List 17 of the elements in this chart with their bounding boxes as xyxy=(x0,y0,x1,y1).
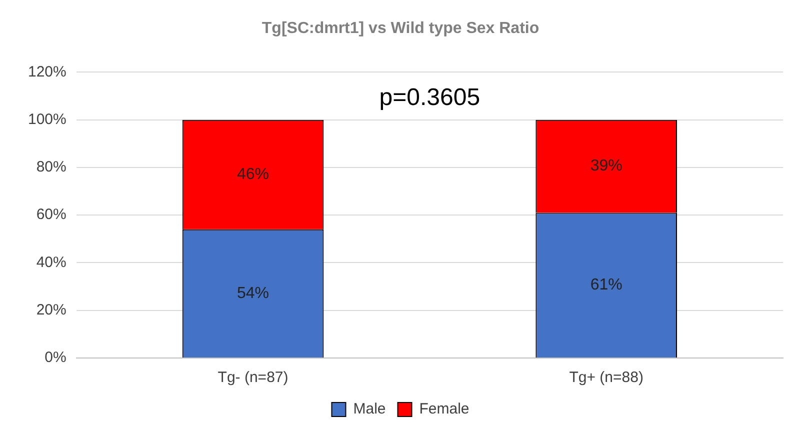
legend-label: Male xyxy=(353,400,386,418)
y-tick-label: 100% xyxy=(28,110,66,128)
chart-title: Tg[SC:dmrt1] vs Wild type Sex Ratio xyxy=(262,20,540,38)
data-label: 46% xyxy=(237,166,270,184)
legend-label: Female xyxy=(419,400,470,418)
y-tick-label: 20% xyxy=(36,302,66,319)
data-label: 39% xyxy=(590,158,622,175)
y-tick-label: 60% xyxy=(36,206,66,224)
x-tick-label: Tg+ (n=88) xyxy=(569,369,644,386)
annotation: p=0.3605 xyxy=(379,84,480,111)
y-tick-label: 120% xyxy=(28,63,66,80)
data-label: 54% xyxy=(237,284,270,302)
y-tick-label: 0% xyxy=(44,349,66,366)
y-tick-label: 40% xyxy=(36,254,66,271)
data-label: 61% xyxy=(590,276,622,294)
x-tick-label: Tg- (n=87) xyxy=(218,369,288,386)
y-tick-label: 80% xyxy=(36,158,66,176)
